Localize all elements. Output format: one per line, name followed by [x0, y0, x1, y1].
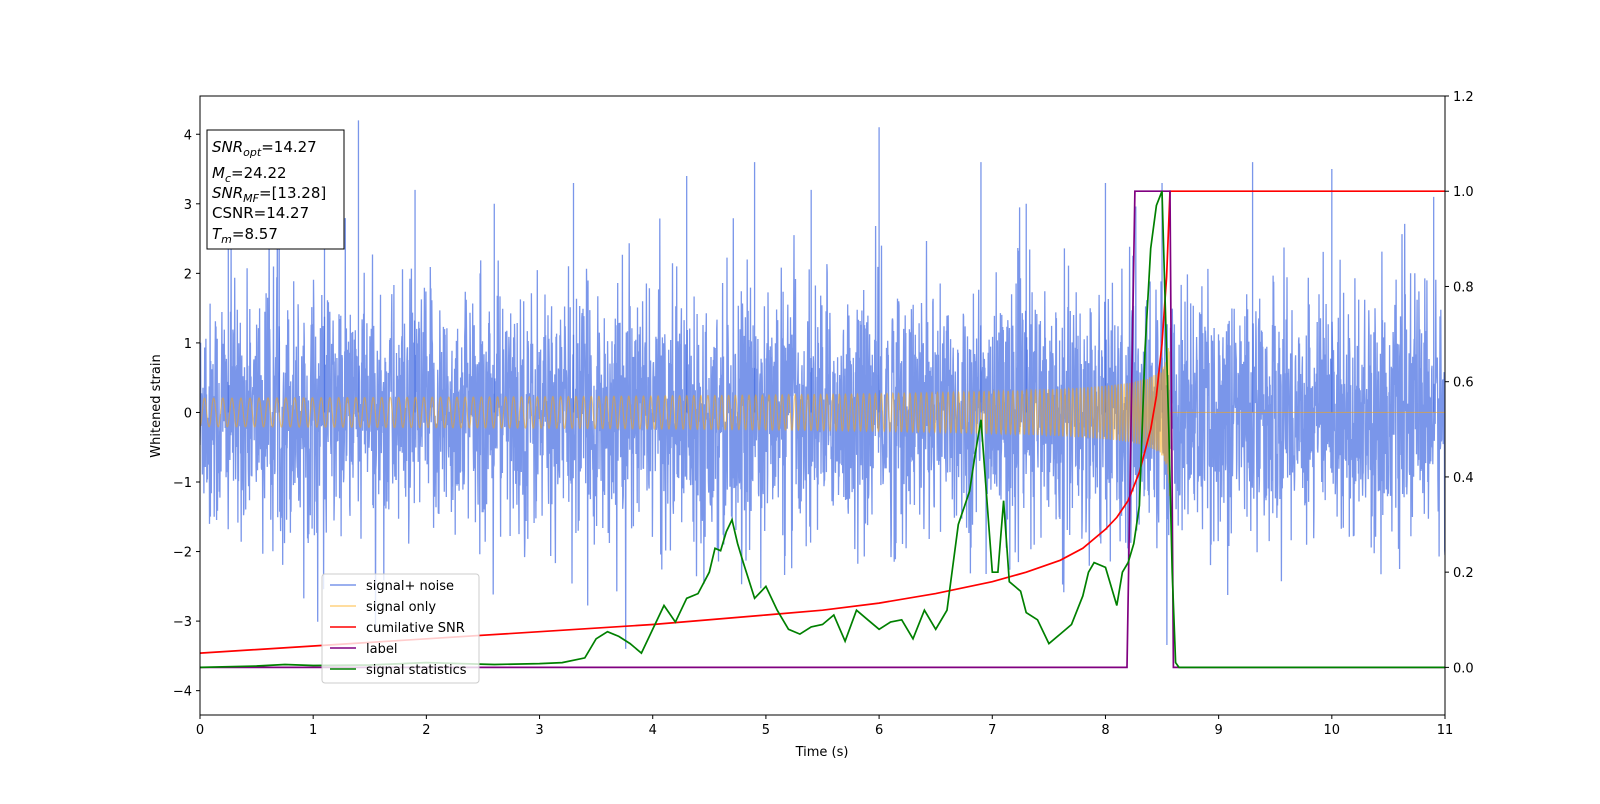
info-mc: Mc=24.22	[212, 164, 287, 185]
y-right-tick-label: 1.2	[1453, 90, 1474, 105]
x-tick-label: 11	[1437, 723, 1454, 738]
y-right-tick-label: 0.4	[1453, 471, 1474, 486]
info-tm: Tm=8.57	[212, 225, 278, 246]
x-axis-label: Time (s)	[795, 745, 849, 760]
x-tick-label: 5	[762, 723, 770, 738]
y-left-tick-label: 4	[184, 128, 192, 143]
y-right-tick-label: 0.2	[1453, 566, 1474, 581]
legend: signal+ noise signal only cumilative SNR…	[321, 573, 480, 684]
y-left-tick-label: 1	[184, 337, 192, 352]
y-left-tick-label: 2	[184, 267, 192, 282]
info-snr-mf: SNRMF=[13.28]	[212, 184, 326, 205]
x-axis: 0 1 2 3 4 5 6 7 8 9 10 11	[196, 715, 1453, 738]
x-tick-label: 6	[875, 723, 883, 738]
series-signal-only	[200, 348, 1445, 496]
y-left-tick-label: −2	[173, 546, 192, 561]
series-signal-statistics	[200, 190, 1445, 669]
x-tick-label: 8	[1101, 723, 1109, 738]
x-tick-label: 0	[196, 723, 204, 738]
plot-series	[200, 120, 1445, 669]
y-right-tick-label: 0.0	[1453, 661, 1474, 676]
y-axis-right: 1.2 1.0 0.8 0.6 0.4 0.2 0.0	[1445, 90, 1474, 676]
y-left-tick-label: −3	[173, 615, 192, 630]
legend-label-signal-statistics: signal statistics	[366, 663, 467, 678]
x-tick-label: 9	[1214, 723, 1222, 738]
y-left-tick-label: 3	[184, 198, 192, 213]
y-left-tick-label: −4	[173, 685, 192, 700]
y-right-tick-label: 0.8	[1453, 280, 1474, 295]
plot-area-frame	[199, 95, 1446, 716]
x-tick-label: 10	[1324, 723, 1341, 738]
legend-label-signal-noise: signal+ noise	[366, 579, 454, 594]
legend-label-label: label	[366, 642, 397, 657]
info-csnr: CSNR=14.27	[212, 204, 309, 222]
legend-label-signal-only: signal only	[366, 600, 436, 615]
x-tick-label: 1	[309, 723, 317, 738]
info-snr-opt: SNRopt=14.27	[212, 138, 317, 159]
y-left-tick-label: −1	[173, 476, 192, 491]
x-tick-label: 7	[988, 723, 996, 738]
x-tick-label: 3	[535, 723, 543, 738]
plot-lines	[200, 120, 1445, 669]
info-box: SNRopt=14.27 Mc=24.22 SNRMF=[13.28] CSNR…	[206, 129, 345, 250]
series-cumulative-snr	[200, 190, 1445, 654]
y-axis-left: 4 3 2 1 0 −1 −2 −3 −4	[173, 128, 200, 700]
x-tick-label: 2	[422, 723, 430, 738]
y-right-tick-label: 1.0	[1453, 185, 1474, 200]
legend-label-cumulative-snr: cumilative SNR	[366, 621, 465, 636]
series-signal-noise	[200, 173, 1445, 649]
y-right-tick-label: 0.6	[1453, 376, 1474, 391]
y-axis-label: Whitened strain	[149, 354, 164, 457]
x-tick-label: 4	[649, 723, 657, 738]
y-left-tick-label: 0	[184, 406, 192, 421]
